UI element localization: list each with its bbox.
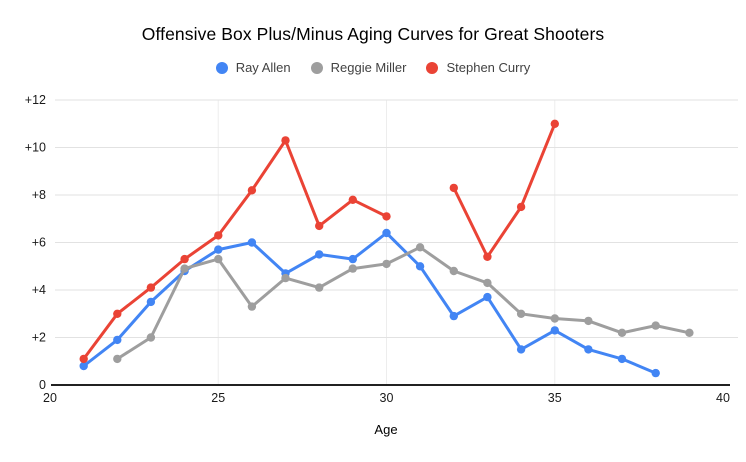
point-reggie-miller-28 [315, 283, 324, 292]
y-tick-label-0: 0 [39, 378, 46, 392]
point-reggie-miller-39 [685, 328, 694, 337]
point-stephen-curry-28 [315, 221, 324, 231]
point-ray-allen-32 [449, 311, 458, 321]
point-ray-allen-33 [483, 292, 492, 302]
point-reggie-miller-30 [382, 259, 391, 269]
point-reggie-miller-24 [180, 264, 189, 273]
point-stephen-curry-25 [214, 231, 223, 240]
point-ray-allen-28 [315, 250, 324, 259]
legend-swatch-stephen-curry-icon [426, 61, 439, 74]
point-stephen-curry-34 [516, 202, 526, 212]
y-tick-label-+10: +10 [25, 141, 46, 155]
point-stephen-curry-35 [550, 119, 559, 128]
point-ray-allen-38 [651, 368, 660, 378]
point-reggie-miller-31 [415, 243, 425, 252]
legend-item-reggie-miller: Reggie Miller [310, 60, 407, 75]
point-ray-allen-37 [617, 354, 627, 364]
y-tick-label-+4: +4 [32, 283, 46, 297]
x-tick-label-25: 25 [211, 391, 225, 405]
point-reggie-miller-25 [214, 254, 223, 264]
point-ray-allen-31 [415, 262, 425, 271]
legend-label-stephen-curry: Stephen Curry [446, 60, 531, 75]
point-reggie-miller-36 [584, 316, 593, 326]
point-stephen-curry-32 [449, 183, 458, 193]
series-line-reggie-miller-seg0 [115, 245, 691, 361]
point-reggie-miller-37 [617, 328, 627, 337]
legend-label-ray-allen: Ray Allen [235, 60, 291, 75]
x-tick-label-40: 40 [716, 391, 730, 405]
point-reggie-miller-38 [651, 321, 660, 330]
point-ray-allen-30 [382, 228, 391, 238]
point-stephen-curry-23 [146, 283, 156, 292]
legend-swatch-reggie-miller-icon [310, 61, 323, 74]
point-stephen-curry-29 [348, 195, 357, 204]
y-tick-label-+6: +6 [32, 236, 46, 250]
point-reggie-miller-33 [483, 278, 492, 288]
point-reggie-miller-35 [550, 314, 559, 323]
point-reggie-miller-22 [113, 354, 122, 364]
y-tick-label-+2: +2 [32, 331, 46, 345]
y-tick-label-+12: +12 [25, 93, 46, 107]
point-ray-allen-36 [584, 345, 593, 354]
point-ray-allen-29 [348, 254, 357, 264]
point-ray-allen-25 [214, 245, 223, 254]
point-stephen-curry-21 [79, 354, 88, 364]
point-reggie-miller-29 [348, 264, 357, 273]
series-line-stephen-curry-seg0 [82, 138, 388, 361]
point-ray-allen-26 [247, 238, 257, 247]
y-tick-label-+8: +8 [32, 188, 46, 202]
chart-title: Offensive Box Plus/Minus Aging Curves fo… [141, 24, 605, 44]
point-reggie-miller-27 [281, 273, 290, 283]
x-tick-label-30: 30 [380, 391, 394, 405]
point-reggie-miller-26 [247, 302, 257, 311]
legend: Ray Allen Reggie Miller Stephen Curry [0, 60, 746, 75]
point-stephen-curry-27 [281, 136, 290, 145]
series-line-ray-allen-seg0 [82, 231, 658, 375]
legend-item-stephen-curry: Stephen Curry [426, 60, 530, 75]
point-stephen-curry-26 [247, 186, 257, 195]
x-axis-title: Age [374, 422, 398, 437]
point-stephen-curry-22 [113, 309, 122, 318]
point-reggie-miller-23 [146, 333, 156, 342]
legend-item-ray-allen: Ray Allen [215, 60, 291, 75]
point-stephen-curry-30 [382, 212, 391, 221]
point-reggie-miller-34 [516, 309, 526, 318]
point-ray-allen-34 [516, 345, 526, 354]
point-ray-allen-22 [113, 335, 122, 345]
point-ray-allen-21 [79, 361, 88, 371]
point-stephen-curry-33 [483, 252, 492, 261]
series-line-stephen-curry-seg1 [452, 122, 557, 259]
point-reggie-miller-32 [449, 266, 458, 276]
legend-label-reggie-miller: Reggie Miller [330, 60, 407, 75]
x-tick-label-35: 35 [548, 391, 562, 405]
x-tick-label-20: 20 [43, 391, 57, 405]
point-stephen-curry-24 [180, 254, 189, 264]
point-ray-allen-35 [550, 326, 559, 335]
point-ray-allen-23 [146, 297, 156, 307]
legend-swatch-ray-allen-icon [215, 61, 228, 74]
